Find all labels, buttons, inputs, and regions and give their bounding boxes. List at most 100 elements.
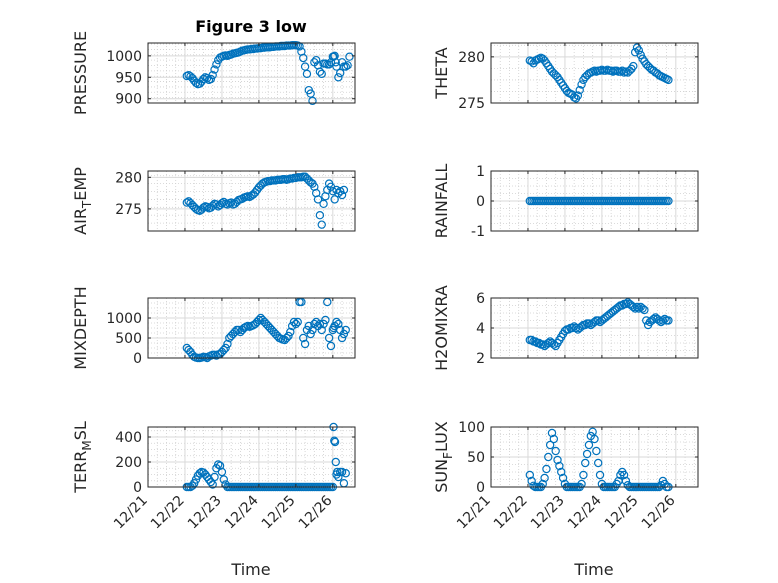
data-point: [195, 469, 204, 478]
x-tick-label: 12/25: [602, 493, 642, 533]
data-point: [339, 185, 349, 195]
data-point: [284, 331, 293, 341]
data-point: [324, 333, 334, 343]
data-point: [634, 304, 644, 313]
data-point: [593, 316, 603, 325]
y-tick-label: 100: [458, 420, 485, 436]
data-point: [549, 340, 559, 349]
data-point: [337, 333, 347, 343]
y-axis-title-main: TERR: [71, 451, 90, 494]
y-tick-label: 1000: [106, 49, 142, 65]
data-point: [547, 428, 557, 438]
data-point: [555, 461, 564, 471]
y-tick-label: 0: [133, 480, 142, 496]
data-point: [621, 476, 631, 486]
y-axis-title-main: AIR: [71, 208, 90, 235]
data-point: [582, 449, 592, 459]
x-tick-label: 12/21: [454, 493, 494, 533]
data-point: [619, 470, 629, 480]
series-markers: [182, 297, 350, 363]
data-point: [658, 316, 668, 325]
panel-theta: 275 280 THETA: [432, 42, 699, 112]
y-tick-label: 900: [115, 92, 142, 108]
data-point: [649, 314, 658, 324]
y-tick-label: -1: [471, 224, 485, 240]
data-point: [337, 467, 347, 477]
panel-rainfall: -1 0 1 RAINFALL: [432, 164, 699, 240]
data-point: [540, 473, 549, 483]
y-axis-title-main: SUN: [432, 459, 451, 493]
data-point: [208, 480, 217, 489]
data-point: [343, 61, 352, 70]
data-point: [293, 317, 302, 327]
data-point: [341, 469, 350, 478]
y-axis-title-subscript: M: [80, 440, 94, 450]
data-point: [319, 199, 328, 209]
y-axis-title: PRESSURE: [71, 31, 90, 115]
data-point: [664, 75, 673, 85]
x-tick-label: 12/24: [222, 492, 262, 532]
data-point: [308, 96, 317, 106]
y-tick-label: 500: [115, 331, 142, 347]
data-point: [334, 73, 343, 82]
data-point: [315, 319, 325, 329]
series-markers: [525, 43, 673, 103]
data-point: [629, 61, 638, 71]
data-point: [226, 198, 236, 207]
data-point: [590, 434, 599, 444]
data-point: [584, 319, 594, 328]
data-point: [291, 319, 301, 329]
data-point: [525, 470, 535, 480]
y-tick-label: 275: [115, 202, 142, 218]
series-markers: [182, 422, 350, 492]
data-point: [664, 316, 673, 325]
panel-h2omixra: 2 4 6 H2OMIXRA: [432, 285, 699, 371]
y-tick-label: 50: [467, 450, 485, 466]
data-point: [333, 467, 342, 477]
data-point: [202, 202, 212, 212]
x-tick-label: 12/26: [296, 492, 336, 532]
data-point: [212, 60, 221, 69]
x-axis-title-left: Time: [230, 560, 270, 579]
data-point: [638, 304, 647, 313]
data-point: [549, 434, 559, 444]
y-tick-label: 0: [476, 480, 485, 496]
data-point: [323, 297, 332, 307]
data-point: [584, 440, 594, 450]
data-point: [319, 319, 328, 329]
panel-air-emp: 275 280 AIRTEMP: [71, 167, 356, 235]
data-point: [330, 195, 339, 204]
x-tick-label: 12/22: [148, 493, 188, 533]
y-axis-title-main: THETA: [432, 47, 451, 99]
data-point: [579, 470, 588, 480]
y-axis-title: THETA: [432, 47, 451, 99]
data-point: [632, 302, 642, 312]
y-axis-title-main: H2OMIXRA: [432, 285, 451, 371]
data-point: [538, 479, 547, 489]
y-tick-label: 0: [133, 351, 142, 367]
data-point: [571, 323, 581, 333]
data-point: [341, 62, 350, 71]
data-point: [331, 457, 340, 467]
data-point: [313, 195, 323, 204]
y-tick-label: 1000: [106, 311, 142, 327]
data-point: [336, 68, 345, 78]
y-axis-title: SUNFLUX: [432, 421, 455, 493]
data-point: [660, 314, 669, 324]
x-tick-label: 12/21: [111, 493, 151, 533]
y-tick-label: 6: [476, 291, 485, 307]
data-point: [254, 315, 264, 325]
data-point: [289, 317, 299, 327]
y-tick-label: 0: [476, 194, 485, 210]
y-tick-label: 950: [115, 70, 142, 86]
data-point: [640, 305, 649, 315]
data-point: [317, 325, 326, 335]
data-point: [331, 58, 340, 67]
data-point: [341, 325, 350, 335]
data-point: [345, 52, 354, 61]
data-point: [592, 446, 601, 456]
y-axis-title-rest: SL: [71, 421, 90, 440]
data-point: [286, 327, 295, 337]
